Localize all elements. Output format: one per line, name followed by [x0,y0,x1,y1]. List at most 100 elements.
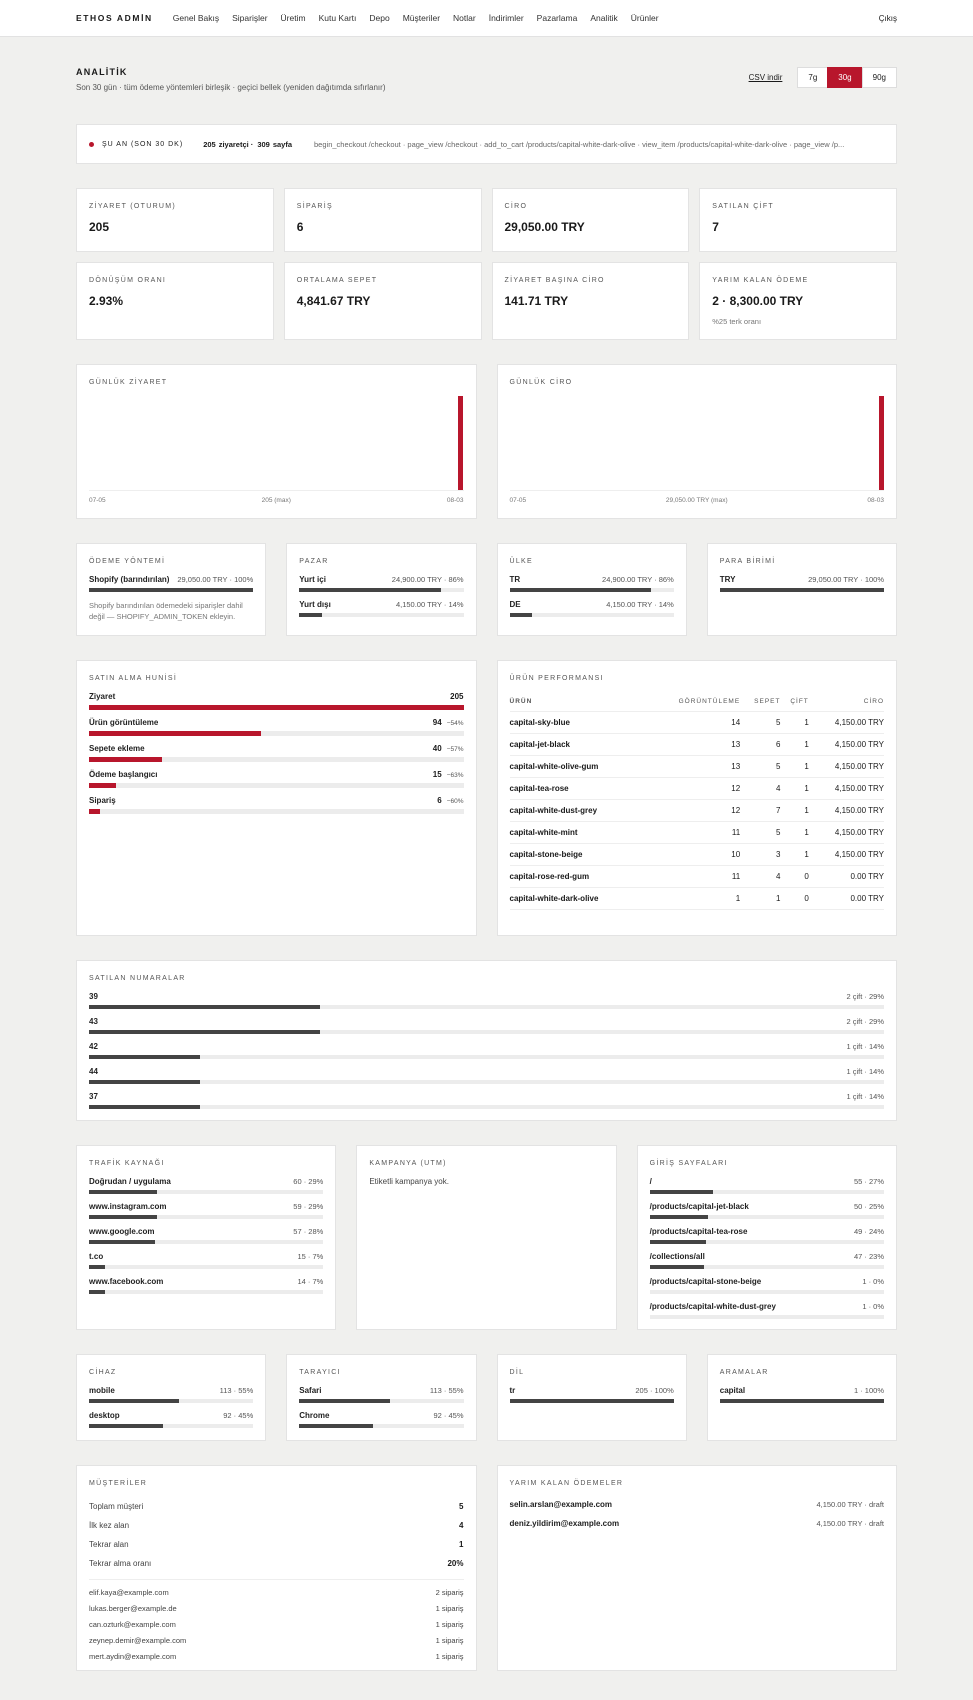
nav-link[interactable]: Analitik [590,13,618,23]
kpi-label: DÖNÜŞÜM ORANI [89,277,167,284]
card-title: GİRİŞ SAYFALARI [649,1160,728,1167]
customer-email: mert.aydin@example.com [89,1651,177,1661]
card-title: DİL [509,1369,525,1376]
funnel-bar [89,731,261,736]
x-max: 205 (max) [261,497,291,504]
funnel-head: Ödeme başlangıcı 15 −63% [89,770,464,779]
x-axis: 07-05 205 (max) 08-03 [89,497,464,504]
cell: 11 [645,865,741,888]
logout[interactable]: Çıkış [878,13,897,23]
bar [89,1005,320,1009]
bar-slot [152,396,164,490]
bar-slot [835,396,847,490]
nav-link[interactable]: Depo [369,13,390,23]
bar-track [719,1399,884,1403]
cell: capital-tea-rose [509,777,646,800]
page-title: ANALİTİK [76,67,128,77]
nav-link[interactable]: Siparişler [232,13,268,23]
csv-link[interactable]: CSV indir [748,73,783,82]
nav-link[interactable]: İndirimler [488,13,524,23]
bar-track [649,1265,884,1269]
row-value: 57 · 28% [293,1227,324,1236]
card-title: TARAYICI [299,1369,341,1376]
row-value: 205 · 100% [635,1386,674,1395]
row-value: 1 çift · 14% [846,1092,884,1101]
kpi-label: ORTALAMA SEPET [296,277,378,284]
bar-slot [439,396,451,490]
live-pages: 309 [257,139,270,149]
kpi-card: YARIM KALAN ÖDEME 2 · 8,300.00 TRY %25 ter… [699,262,897,340]
nav-link[interactable]: Ürünler [630,13,659,23]
nav-link[interactable]: Üretim [280,13,306,23]
abandoned-card: YARIM KALAN ÖDEMELER selin.arslan@example… [496,1465,897,1671]
stat-value: 20% [447,1559,464,1568]
kpi-value: 2 · 8,300.00 TRY [712,294,804,308]
bar-track [89,1030,884,1034]
customer-orders: 1 sipariş [435,1635,464,1645]
nav-link[interactable]: Müşteriler [402,13,441,23]
row-head: Chrome 92 · 45% [299,1411,463,1420]
range-button[interactable]: 7g [797,67,829,88]
cell: 4,150.00 TRY [808,733,884,756]
bar-track [89,1055,884,1059]
nav-link[interactable]: Pazarlama [536,13,578,23]
breakdown-card: TARAYICI Safari 113 · 55% Chrome 92 · 45% [286,1354,477,1441]
cell: 13 [645,733,741,756]
row-value: 15 · 7% [297,1252,324,1261]
row-value: 14 · 7% [297,1277,324,1286]
cell: 1 [780,799,809,822]
row-name: /collections/all [649,1252,705,1261]
row-name: capital [719,1386,746,1395]
bar-track [89,1215,324,1219]
bar-slot [772,396,784,490]
cell: 1 [645,887,741,910]
card-title: MÜŞTERİLER [89,1480,148,1487]
empty-text: Etiketli kampanya yok. [369,1177,449,1186]
bar [89,1080,201,1084]
customer-email: lukas.berger@example.de [89,1603,177,1613]
x-start: 07-05 [89,497,106,504]
row-head: /products/capital-stone-beige 1 · 0% [650,1277,884,1286]
funnel-track [89,757,464,762]
row-value: 47 · 23% [853,1252,884,1261]
step-right: 15 −63% [433,770,464,779]
bar [719,588,884,592]
kpi-card: SİPARİŞ 6 [283,188,482,252]
step-right: 6 −60% [437,796,463,805]
bar-slot [177,396,189,490]
funnel-bar [89,783,117,788]
customer-orders: 1 sipariş [435,1651,464,1661]
abandoned-email: deniz.yildirim@example.com [509,1519,620,1528]
bar [89,1399,180,1403]
customer-email: elif.kaya@example.com [89,1587,169,1597]
bar [719,1399,884,1403]
row-name: mobile [89,1386,115,1395]
product-row: capital-white-olive-gum 13 5 1 4,150.00 TRY [509,755,884,778]
cell: 1 [780,821,809,844]
bar-track [509,588,674,592]
stat-value: 1 [459,1540,464,1549]
customer-row: elif.kaya@example.com 2 sipariş [89,1584,464,1600]
bar-slot [139,396,151,490]
bar-slot [227,396,239,490]
step-value: 94 [432,718,442,727]
chart-title: GÜNLÜK CİRO [509,379,573,386]
nav-link[interactable]: Kutu Kartı [318,13,357,23]
bar [299,613,323,617]
nav-link[interactable]: Notlar [453,13,476,23]
kpi-grid: ZİYARET (OTURUM) 205 SİPARİŞ 6 CİRO 29,050.00… [76,188,897,340]
range-button[interactable]: 30g [827,67,863,88]
row-name: /products/capital-jet-black [649,1202,749,1211]
funnel-track [89,731,464,736]
nav-link[interactable]: Genel Bakış [172,13,220,23]
range-button[interactable]: 90g [861,67,897,88]
bar-track [299,613,464,617]
bar-slot [102,396,114,490]
bar-track [89,588,254,592]
kpi-value: 2.93% [89,294,124,308]
row-head: Yurt içi 24,900.00 TRY · 86% [299,575,463,584]
bar-slot [414,396,426,490]
abandoned-row: deniz.yildirim@example.com 4,150.00 TRY ·… [510,1516,885,1531]
